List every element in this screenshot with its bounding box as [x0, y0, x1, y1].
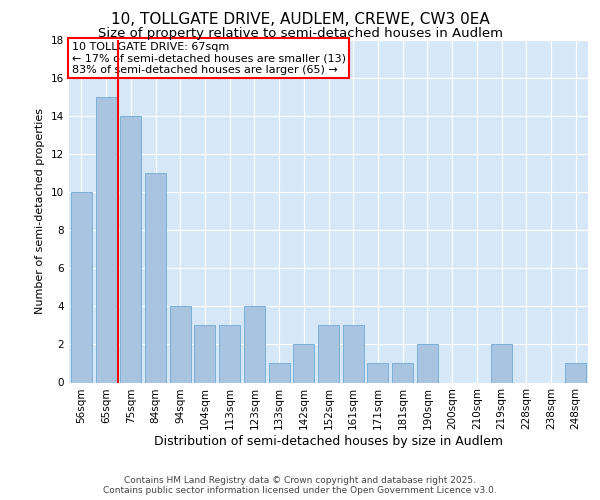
Bar: [269, 364, 290, 382]
Bar: [318, 326, 339, 382]
Y-axis label: Number of semi-detached properties: Number of semi-detached properties: [35, 108, 46, 314]
Bar: [194, 326, 215, 382]
Bar: [293, 344, 314, 383]
Bar: [71, 192, 92, 382]
Text: Contains HM Land Registry data © Crown copyright and database right 2025.
Contai: Contains HM Land Registry data © Crown c…: [103, 476, 497, 495]
Bar: [491, 344, 512, 383]
Bar: [565, 364, 586, 382]
Bar: [392, 364, 413, 382]
Bar: [170, 306, 191, 382]
Text: Size of property relative to semi-detached houses in Audlem: Size of property relative to semi-detach…: [97, 28, 503, 40]
Bar: [120, 116, 141, 382]
Text: 10, TOLLGATE DRIVE, AUDLEM, CREWE, CW3 0EA: 10, TOLLGATE DRIVE, AUDLEM, CREWE, CW3 0…: [110, 12, 490, 28]
Bar: [95, 97, 116, 382]
Bar: [417, 344, 438, 383]
Text: 10 TOLLGATE DRIVE: 67sqm
← 17% of semi-detached houses are smaller (13)
83% of s: 10 TOLLGATE DRIVE: 67sqm ← 17% of semi-d…: [71, 42, 346, 75]
Bar: [219, 326, 240, 382]
X-axis label: Distribution of semi-detached houses by size in Audlem: Distribution of semi-detached houses by …: [154, 435, 503, 448]
Bar: [343, 326, 364, 382]
Bar: [244, 306, 265, 382]
Bar: [367, 364, 388, 382]
Bar: [145, 173, 166, 382]
